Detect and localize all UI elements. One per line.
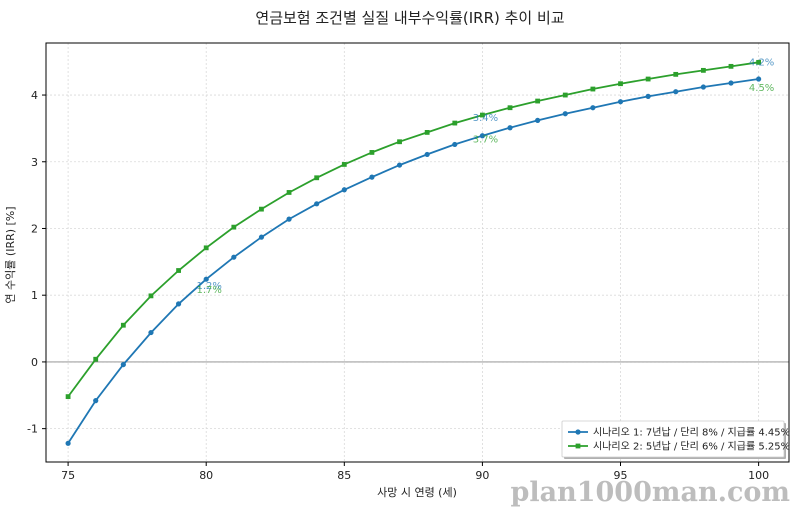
series-2-point <box>507 105 513 111</box>
series-1-point <box>479 133 486 139</box>
series-2-point <box>673 71 679 77</box>
series-2-point <box>480 112 485 118</box>
series-2-point <box>618 81 623 87</box>
legend-marker <box>575 429 581 435</box>
series-2-point <box>176 268 181 273</box>
y-axis-ticks: -1 0 1 2 3 4 <box>27 89 46 436</box>
series-2-point <box>148 293 154 299</box>
chart-title: 연금보험 조건별 실질 내부수익률(IRR) 추이 비교 <box>255 9 564 27</box>
x-tick-label: 80 <box>199 469 213 482</box>
series-1-point <box>396 162 403 168</box>
series-1-point <box>341 187 347 193</box>
series-2-point <box>341 162 347 167</box>
data-label: 1.2% <box>196 281 221 292</box>
series-1-point <box>507 125 513 131</box>
series-2-point <box>65 394 71 400</box>
series-1-point <box>258 234 265 240</box>
x-tick-label: 75 <box>61 469 75 482</box>
series-1 <box>65 76 762 446</box>
series-1-point <box>424 151 430 158</box>
y-tick-label: -1 <box>27 423 38 436</box>
series-2-point <box>424 130 430 135</box>
series-1-point <box>645 93 651 99</box>
series-1-point <box>286 216 292 222</box>
y-tick-label: 4 <box>31 89 38 102</box>
x-axis-label: 사망 시 연령 (세) <box>377 486 457 499</box>
y-tick-label: 1 <box>31 289 38 302</box>
series-2-point <box>120 322 126 328</box>
legend-label: 시나리오 2: 5년납 / 단리 6% / 지급률 5.25% <box>593 441 790 453</box>
series-2-point <box>93 356 99 362</box>
series-1-point <box>535 117 541 123</box>
series-1-point <box>617 99 624 105</box>
series-2-point <box>645 76 651 82</box>
series-2-point <box>286 190 292 195</box>
x-tick-label: 85 <box>337 469 351 482</box>
series-1-point <box>175 301 182 307</box>
series-1-point <box>93 398 99 404</box>
series-1-point <box>148 329 154 336</box>
series-2-point <box>452 120 458 126</box>
x-axis-ticks: 75 80 85 90 95 100 <box>61 462 769 482</box>
series-2-point <box>590 86 596 92</box>
series-1-point <box>700 84 706 90</box>
series-1-point <box>590 105 596 111</box>
series-2-point <box>700 67 706 73</box>
series-1-point <box>756 76 762 82</box>
legend-marker <box>575 443 581 449</box>
series-2-point <box>562 92 568 98</box>
series-2-point <box>314 175 320 181</box>
series-group <box>65 59 762 446</box>
series-2-point <box>203 245 209 251</box>
plot-frame <box>45 42 790 463</box>
grid <box>46 43 789 462</box>
series-2-point <box>259 206 264 212</box>
x-tick-label: 90 <box>475 469 489 482</box>
y-axis-label: 연 수익률 (IRR) [%] <box>4 206 17 303</box>
series-1-point <box>65 440 71 446</box>
series-1-line <box>67 78 759 444</box>
series-2-point <box>397 139 402 145</box>
series-1-point <box>203 276 209 282</box>
data-label: 4.5% <box>749 83 774 94</box>
watermark: plan1000man.com <box>510 477 790 508</box>
series-2 <box>65 59 762 400</box>
y-tick-label: 3 <box>31 156 38 169</box>
y-tick-label: 2 <box>31 222 38 235</box>
data-label: 3.7% <box>473 134 498 145</box>
series-1-point <box>120 361 126 368</box>
series-2-line <box>67 61 759 398</box>
data-label: 4.2% <box>749 58 774 69</box>
series-1-point <box>673 89 679 95</box>
y-tick-label: 0 <box>31 356 38 369</box>
series-2-point <box>535 98 541 104</box>
series-2-point <box>369 150 375 155</box>
series-2-point <box>231 224 237 230</box>
legend: 시나리오 1: 7년납 / 단리 8% / 지급률 4.45% 시나리오 2: 5… <box>561 420 790 459</box>
series-1-point <box>728 80 734 86</box>
series-2-point <box>756 59 762 65</box>
data-label: 3.4% <box>473 113 498 124</box>
series-1-point <box>369 174 375 180</box>
data-label: 1.7% <box>196 285 221 296</box>
series-1-point <box>231 254 237 260</box>
x-tick-label: 100 <box>748 469 769 482</box>
annotations: 1.2%1.7% 3.4% 3.7% 4.2% 4.5% <box>196 58 774 297</box>
x-tick-label: 95 <box>614 469 628 482</box>
legend-box <box>561 420 785 458</box>
series-1-point <box>452 141 458 148</box>
series-1-point <box>314 201 320 207</box>
series-2-point <box>728 63 734 69</box>
series-1-point <box>562 111 568 117</box>
legend-label: 시나리오 1: 7년납 / 단리 8% / 지급률 4.45% <box>593 427 790 439</box>
